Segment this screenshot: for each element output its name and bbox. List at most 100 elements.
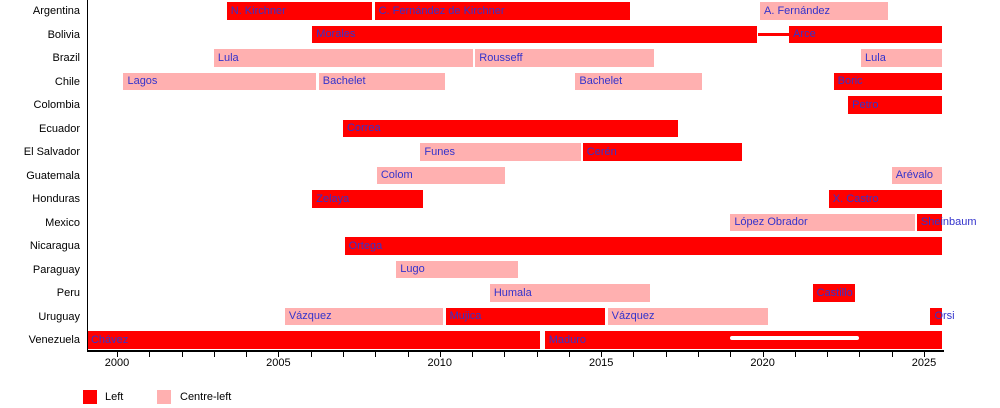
bar-label: Maduro (548, 333, 586, 346)
country-label: Paraguay (32, 263, 80, 276)
timeline-bar: Cerén (582, 143, 743, 161)
axis-tick-label: 2025 (911, 357, 937, 369)
country-label: Peru (56, 287, 80, 299)
axis-tick (698, 351, 700, 357)
bar-label: Rousseff (479, 51, 523, 64)
timeline-bar: Funes (420, 143, 581, 161)
timeline-bar: Humala (489, 284, 651, 302)
axis-tick-label: 2020 (750, 357, 775, 369)
interim-connector-line (758, 32, 790, 36)
timeline-bar: Lula (213, 49, 473, 67)
axis-tick (536, 351, 538, 357)
bar-label: Lula (217, 51, 239, 64)
axis-tick (601, 351, 603, 357)
bar-label: Mujica (449, 310, 482, 323)
bar-label: Lula (865, 51, 886, 64)
bar-label: C. Fernández de Kirchner (378, 4, 505, 17)
axis-tick (730, 351, 732, 357)
timeline-bar: Rousseff (475, 49, 654, 67)
axis-tick (149, 351, 151, 357)
axis-tick (568, 351, 570, 357)
bar-label: Arce (793, 28, 816, 41)
country-label: Honduras (32, 193, 80, 205)
timeline-bar: Ortega (344, 237, 943, 255)
bar-label: Funes (424, 145, 455, 158)
bar-label: Vázquez (611, 310, 655, 323)
timeline-bar: Vázquez (284, 307, 443, 325)
country-label: Guatemala (26, 169, 80, 182)
timeline-bar: Boric (833, 72, 943, 90)
axis-tick (117, 351, 118, 357)
axis-tick (310, 351, 312, 357)
country-label: El Salvador (23, 146, 80, 158)
bar-label: Chávez (90, 333, 129, 346)
bar-label: Boric (837, 75, 863, 88)
bar-label: N. Kirchner (230, 4, 286, 17)
country-label: Colombia (33, 99, 80, 111)
timeline-bar: López Obrador (730, 213, 915, 231)
y-axis-line (86, 0, 89, 350)
country-label: Brazil (52, 52, 80, 64)
bar-label: Ortega (348, 239, 383, 252)
timeline-bar: A. Fernández (760, 2, 889, 20)
country-label: Mexico (45, 216, 80, 229)
bar-label: Orsi (934, 310, 955, 323)
axis-tick (375, 351, 377, 357)
axis-tick (472, 351, 474, 357)
country-label: Uruguay (38, 310, 80, 323)
bar-label: Sheinbaum (920, 216, 977, 229)
timeline-bar: Chávez (86, 331, 541, 349)
bar-label: X. Castro (832, 192, 879, 205)
timeline-bar: C. Fernández de Kirchner (374, 2, 631, 20)
axis-tick (213, 351, 215, 357)
timeline-bar: Petro (848, 96, 943, 114)
axis-tick (504, 351, 506, 357)
timeline-bar: X. Castro (828, 190, 943, 208)
timeline-bar: Correa (342, 119, 678, 137)
timeline-bar: Mujica (445, 307, 606, 325)
timeline-bar: Arce (789, 25, 943, 43)
axis-tick-label: 2015 (588, 357, 614, 369)
bar-label: Arévalo (895, 169, 934, 182)
axis-tick (827, 351, 829, 357)
axis-tick-label: 2010 (427, 357, 453, 369)
country-label: Venezuela (28, 334, 80, 346)
axis-tick (246, 351, 248, 357)
axis-tick (924, 351, 925, 357)
bar-label: Castillo (816, 286, 853, 299)
bar-label: Correa (346, 122, 381, 135)
bar-label: Lugo (400, 263, 425, 276)
legend-swatch-centre-left (157, 390, 171, 404)
timeline-bar: Zelaya (312, 190, 423, 208)
timeline-bar: N. Kirchner (226, 2, 372, 20)
country-label: Nicaragua (29, 240, 80, 252)
timeline-bar: Sheinbaum (916, 213, 977, 231)
bar-label: Cerén (586, 145, 617, 158)
country-label: Ecuador (39, 122, 80, 135)
axis-tick-label: 2005 (266, 357, 291, 369)
bar-label: Bachelet (579, 75, 623, 88)
timeline-bar: Bachelet (318, 72, 446, 90)
country-label: Bolivia (47, 28, 80, 41)
disputed-period-stripe (730, 336, 860, 340)
axis-tick (762, 351, 764, 357)
bar-label: Colom (380, 169, 413, 182)
axis-tick (859, 351, 861, 357)
bar-label: A. Fernández (764, 4, 831, 17)
timeline-bar: Colom (376, 166, 505, 184)
timeline-bar: Arévalo (891, 166, 943, 184)
axis-tick (794, 351, 796, 357)
axis-tick (407, 351, 409, 357)
timeline-bar: Lugo (396, 260, 518, 278)
axis-tick (181, 351, 183, 357)
bar-label: Zelaya (316, 192, 350, 205)
axis-tick-label: 2000 (104, 357, 130, 369)
bar-label: López Obrador (734, 216, 808, 229)
timeline-bar: Lula (861, 49, 943, 67)
bar-label: Morales (316, 28, 356, 41)
x-axis-line (86, 350, 945, 352)
axis-tick (342, 351, 344, 357)
bar-label: Petro (852, 98, 879, 111)
axis-tick (891, 351, 893, 357)
bar-label: Lagos (127, 75, 158, 88)
